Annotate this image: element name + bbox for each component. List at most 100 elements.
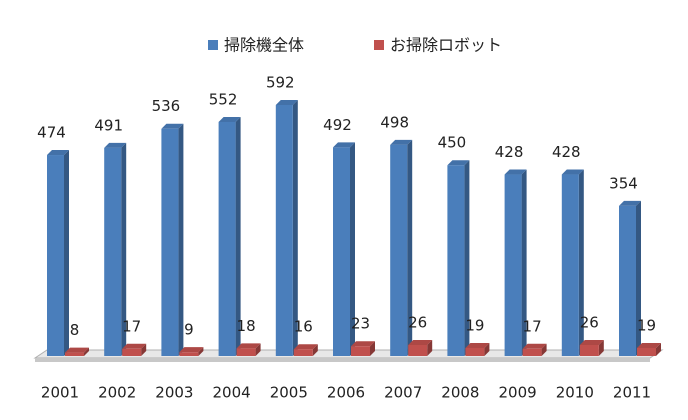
bar-top bbox=[447, 160, 470, 166]
legend-label: 掃除機全体 bbox=[224, 36, 304, 55]
bar-top bbox=[293, 344, 318, 350]
bar-side bbox=[521, 169, 527, 356]
bar-top bbox=[47, 150, 69, 156]
bar bbox=[179, 352, 199, 356]
bar-side bbox=[598, 339, 604, 356]
value-label: 17 bbox=[122, 317, 141, 335]
bar-top bbox=[161, 123, 184, 129]
bar-side bbox=[235, 116, 241, 356]
bar bbox=[122, 348, 142, 356]
bar-top bbox=[390, 139, 413, 145]
legend-label: お掃除ロボット bbox=[390, 36, 502, 55]
bar-side bbox=[292, 100, 298, 356]
bar-side bbox=[198, 347, 204, 356]
legend-swatch bbox=[374, 40, 384, 50]
bar bbox=[504, 174, 522, 356]
legend-swatch bbox=[208, 40, 218, 50]
x-tick-label: 2007 bbox=[384, 384, 422, 402]
bar bbox=[561, 174, 579, 356]
x-tick-label: 2005 bbox=[270, 384, 308, 402]
bar-side bbox=[656, 342, 661, 356]
value-label: 26 bbox=[408, 313, 427, 331]
bar-side bbox=[541, 343, 547, 356]
floor-edge bbox=[35, 358, 650, 362]
bar bbox=[333, 147, 350, 356]
bar-top bbox=[619, 200, 641, 206]
value-label: 498 bbox=[380, 113, 409, 131]
bar-top bbox=[218, 116, 241, 122]
bar-side bbox=[84, 347, 89, 356]
bar bbox=[522, 348, 542, 356]
x-tick-label: 2011 bbox=[613, 384, 651, 402]
x-tick-label: 2003 bbox=[155, 384, 193, 402]
bar-side bbox=[350, 142, 355, 356]
bar-top bbox=[122, 343, 147, 349]
value-label: 428 bbox=[495, 143, 524, 161]
bar-side bbox=[312, 344, 318, 356]
bar bbox=[218, 121, 236, 356]
bar bbox=[390, 144, 408, 356]
bar-side bbox=[370, 341, 375, 356]
bar-side bbox=[484, 342, 490, 356]
bar bbox=[47, 155, 64, 356]
bar bbox=[351, 346, 370, 356]
x-tick-label: 2006 bbox=[327, 384, 365, 402]
bar-top bbox=[637, 342, 661, 348]
bar-top bbox=[104, 142, 127, 148]
bar bbox=[619, 205, 636, 356]
bar-side bbox=[636, 200, 641, 356]
value-label: 19 bbox=[465, 316, 484, 334]
bar-top bbox=[275, 100, 298, 105]
value-label: 8 bbox=[70, 321, 80, 339]
bar-top bbox=[522, 343, 547, 349]
value-label: 428 bbox=[552, 143, 581, 161]
bar-top bbox=[236, 343, 261, 349]
x-tick-label: 2001 bbox=[41, 384, 79, 402]
bar bbox=[65, 352, 84, 356]
bar-top bbox=[333, 142, 355, 148]
x-tick-label: 2004 bbox=[213, 384, 251, 402]
value-label: 491 bbox=[94, 116, 123, 134]
bar bbox=[637, 347, 656, 356]
bar-side bbox=[178, 123, 184, 356]
value-label: 23 bbox=[351, 315, 370, 333]
value-label: 474 bbox=[37, 124, 66, 142]
bar-side bbox=[407, 139, 413, 356]
value-label: 16 bbox=[294, 318, 313, 336]
value-label: 450 bbox=[438, 134, 467, 152]
x-tick-label: 2002 bbox=[98, 384, 136, 402]
bar-top bbox=[579, 339, 604, 345]
bar-side bbox=[427, 339, 433, 356]
bar bbox=[104, 147, 122, 356]
value-label: 26 bbox=[580, 313, 599, 331]
bar bbox=[579, 344, 599, 356]
value-label: 19 bbox=[637, 316, 656, 334]
bar bbox=[408, 344, 428, 356]
bar-top bbox=[504, 169, 527, 175]
value-label: 492 bbox=[323, 116, 352, 134]
value-label: 552 bbox=[209, 90, 238, 108]
bar bbox=[275, 105, 293, 356]
bar-top bbox=[351, 341, 375, 347]
bar bbox=[465, 347, 485, 356]
bar bbox=[161, 128, 179, 356]
bar bbox=[293, 349, 313, 356]
bar-top bbox=[561, 169, 584, 175]
x-tick-label: 2010 bbox=[556, 384, 594, 402]
bar-side bbox=[121, 142, 127, 356]
bar-top bbox=[65, 347, 89, 353]
bar-side bbox=[255, 343, 261, 356]
value-label: 536 bbox=[152, 97, 181, 115]
bar bbox=[236, 348, 256, 356]
bar-side bbox=[141, 343, 147, 356]
bar-side bbox=[578, 169, 584, 356]
bar-top bbox=[408, 339, 433, 345]
bar-side bbox=[464, 160, 470, 356]
value-label: 592 bbox=[266, 74, 295, 92]
value-label: 17 bbox=[523, 317, 542, 335]
value-label: 9 bbox=[184, 321, 194, 339]
x-tick-label: 2009 bbox=[499, 384, 537, 402]
value-label: 354 bbox=[609, 174, 638, 192]
bar bbox=[447, 165, 465, 356]
